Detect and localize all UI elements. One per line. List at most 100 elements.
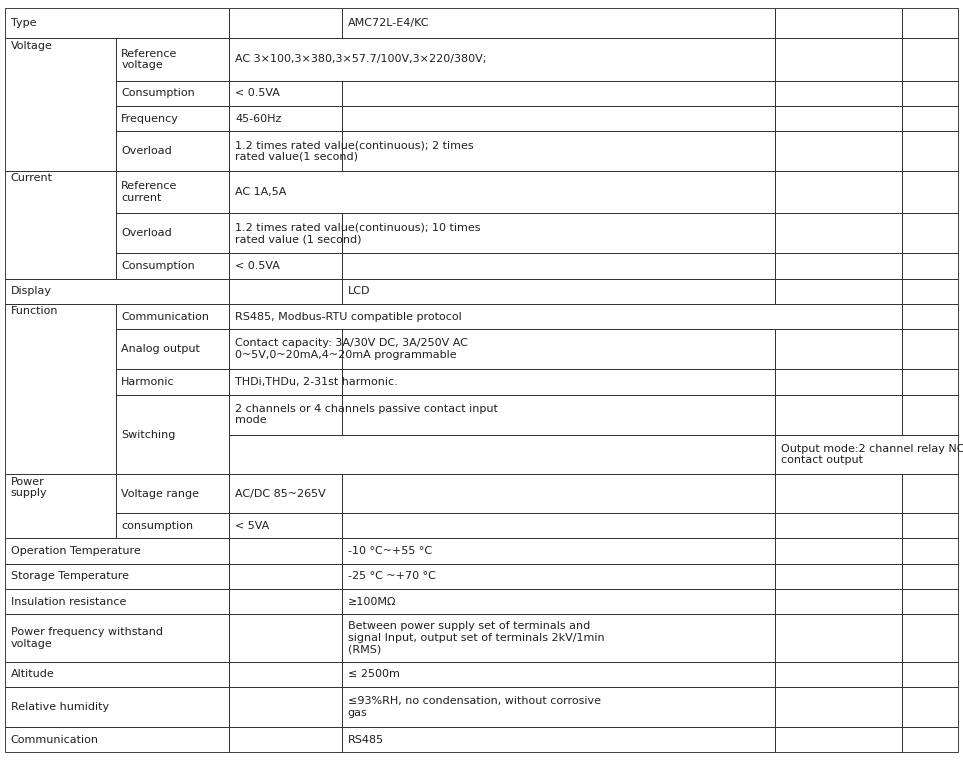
Bar bbox=[902, 614, 958, 662]
Bar bbox=[229, 279, 342, 304]
Bar bbox=[229, 304, 902, 329]
Bar bbox=[775, 8, 902, 38]
Bar bbox=[5, 662, 229, 687]
Bar bbox=[229, 214, 342, 253]
Bar bbox=[229, 8, 342, 38]
Bar bbox=[902, 131, 958, 171]
Bar bbox=[902, 304, 958, 329]
Bar bbox=[775, 81, 902, 106]
Text: AMC72L-E4/KC: AMC72L-E4/KC bbox=[348, 18, 429, 28]
Bar bbox=[902, 474, 958, 513]
Bar bbox=[775, 38, 902, 81]
Bar bbox=[902, 171, 958, 214]
Bar bbox=[902, 8, 958, 38]
Text: Overload: Overload bbox=[121, 228, 172, 239]
Bar bbox=[342, 329, 775, 369]
Bar bbox=[342, 81, 775, 106]
Bar bbox=[902, 253, 958, 279]
Bar bbox=[775, 279, 902, 304]
Bar bbox=[775, 214, 902, 253]
Text: AC/DC 85~265V: AC/DC 85~265V bbox=[235, 489, 325, 499]
Text: THDi,THDu, 2-31st harmonic.: THDi,THDu, 2-31st harmonic. bbox=[235, 377, 398, 387]
Bar bbox=[902, 106, 958, 131]
Text: Altitude: Altitude bbox=[11, 670, 54, 679]
Bar bbox=[116, 81, 229, 106]
Bar bbox=[342, 563, 775, 589]
Bar bbox=[116, 304, 229, 329]
Bar bbox=[902, 687, 958, 727]
Bar bbox=[342, 214, 775, 253]
Bar bbox=[775, 687, 902, 727]
Bar bbox=[116, 253, 229, 279]
Bar bbox=[775, 474, 902, 513]
Text: Reference
current: Reference current bbox=[121, 182, 178, 203]
Bar bbox=[342, 513, 775, 538]
Bar bbox=[902, 538, 958, 563]
Text: AC 3×100,3×380,3×57.7/100V,3×220/380V;: AC 3×100,3×380,3×57.7/100V,3×220/380V; bbox=[235, 55, 486, 65]
Text: Reference
voltage: Reference voltage bbox=[121, 49, 178, 70]
Bar bbox=[342, 394, 775, 435]
Bar bbox=[229, 589, 342, 614]
Bar bbox=[116, 513, 229, 538]
Text: Operation Temperature: Operation Temperature bbox=[11, 546, 141, 556]
Bar bbox=[5, 687, 229, 727]
Bar bbox=[5, 171, 116, 279]
Text: Power frequency withstand
voltage: Power frequency withstand voltage bbox=[11, 627, 163, 649]
Bar bbox=[342, 369, 775, 394]
Text: Communication: Communication bbox=[121, 312, 209, 321]
Bar bbox=[342, 253, 775, 279]
Text: < 5VA: < 5VA bbox=[235, 521, 270, 530]
Bar bbox=[5, 614, 229, 662]
Bar bbox=[229, 106, 342, 131]
Text: Between power supply set of terminals and
signal Input, output set of terminals : Between power supply set of terminals an… bbox=[348, 622, 604, 654]
Bar bbox=[342, 279, 775, 304]
Bar bbox=[775, 662, 902, 687]
Bar bbox=[116, 171, 229, 214]
Text: Frequency: Frequency bbox=[121, 113, 179, 124]
Bar bbox=[5, 563, 229, 589]
Bar bbox=[342, 106, 775, 131]
Bar bbox=[5, 474, 116, 538]
Bar bbox=[775, 513, 902, 538]
Text: -25 °C ~+70 °C: -25 °C ~+70 °C bbox=[348, 572, 435, 581]
Bar bbox=[229, 81, 342, 106]
Bar bbox=[116, 131, 229, 171]
Text: RS485: RS485 bbox=[348, 735, 384, 745]
Text: ≥100MΩ: ≥100MΩ bbox=[348, 597, 396, 606]
Bar bbox=[902, 589, 958, 614]
Bar bbox=[342, 474, 775, 513]
Bar bbox=[775, 171, 902, 214]
Bar bbox=[5, 304, 116, 474]
Bar bbox=[902, 662, 958, 687]
Text: Consumption: Consumption bbox=[121, 261, 195, 271]
Bar bbox=[342, 131, 775, 171]
Bar bbox=[116, 106, 229, 131]
Text: Power
supply: Power supply bbox=[11, 477, 47, 499]
Text: Type: Type bbox=[11, 18, 36, 28]
Bar bbox=[775, 329, 902, 369]
Bar bbox=[902, 279, 958, 304]
Bar bbox=[902, 727, 958, 752]
Text: consumption: consumption bbox=[121, 521, 194, 530]
Bar bbox=[342, 614, 775, 662]
Bar bbox=[775, 589, 902, 614]
Bar bbox=[902, 369, 958, 394]
Text: Display: Display bbox=[11, 287, 52, 296]
Bar bbox=[5, 538, 229, 563]
Bar bbox=[342, 687, 775, 727]
Text: Insulation resistance: Insulation resistance bbox=[11, 597, 126, 606]
Text: Voltage: Voltage bbox=[11, 40, 52, 51]
Bar bbox=[902, 38, 958, 81]
Text: Analog output: Analog output bbox=[121, 344, 200, 354]
Text: < 0.5VA: < 0.5VA bbox=[235, 88, 280, 98]
Text: 45-60Hz: 45-60Hz bbox=[235, 113, 281, 124]
Bar bbox=[229, 727, 342, 752]
Bar bbox=[902, 214, 958, 253]
Bar bbox=[229, 563, 342, 589]
Bar bbox=[5, 38, 116, 171]
Text: LCD: LCD bbox=[348, 287, 370, 296]
Bar bbox=[116, 214, 229, 253]
Text: Function: Function bbox=[11, 306, 58, 316]
Text: < 0.5VA: < 0.5VA bbox=[235, 261, 280, 271]
Bar bbox=[775, 253, 902, 279]
